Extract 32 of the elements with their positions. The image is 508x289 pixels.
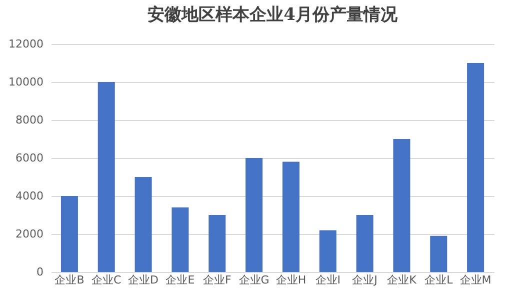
- bar: [172, 207, 189, 272]
- y-tick-label: 2000: [16, 228, 44, 240]
- bar: [319, 230, 336, 272]
- x-tick-label: 企业J: [352, 274, 378, 286]
- y-tick-label: 6000: [16, 152, 44, 164]
- y-tick-label: 8000: [16, 114, 44, 126]
- bar: [246, 158, 263, 272]
- bar: [134, 177, 152, 272]
- bar: [60, 196, 78, 272]
- x-tick-label: 企业F: [202, 274, 232, 286]
- bar: [393, 139, 410, 272]
- x-tick-label: 企业C: [92, 274, 122, 286]
- chart-title: 安徽地区样本企业4月份产量情况: [148, 5, 398, 25]
- y-tick-label: 10000: [8, 76, 44, 88]
- y-tick-label: 12000: [8, 38, 44, 50]
- y-tick-label: 4000: [16, 190, 44, 202]
- bar: [467, 63, 484, 272]
- bar: [282, 162, 300, 272]
- y-tick-label: 0: [36, 266, 44, 278]
- bar: [98, 82, 115, 272]
- x-tick-label: 企业D: [128, 274, 159, 286]
- x-tick-label: 企业I: [315, 274, 340, 286]
- x-tick-label: 企业G: [238, 274, 270, 286]
- x-tick-label: 企业H: [276, 274, 306, 286]
- x-tick-label: 企业M: [460, 274, 492, 286]
- bar: [208, 215, 226, 272]
- x-tick-label: 企业B: [54, 274, 84, 286]
- x-tick-label: 企业E: [166, 274, 195, 286]
- x-tick-label: 企业L: [424, 274, 454, 286]
- x-tick-label: 企业K: [387, 274, 418, 286]
- bar: [356, 215, 374, 272]
- bar: [430, 236, 448, 272]
